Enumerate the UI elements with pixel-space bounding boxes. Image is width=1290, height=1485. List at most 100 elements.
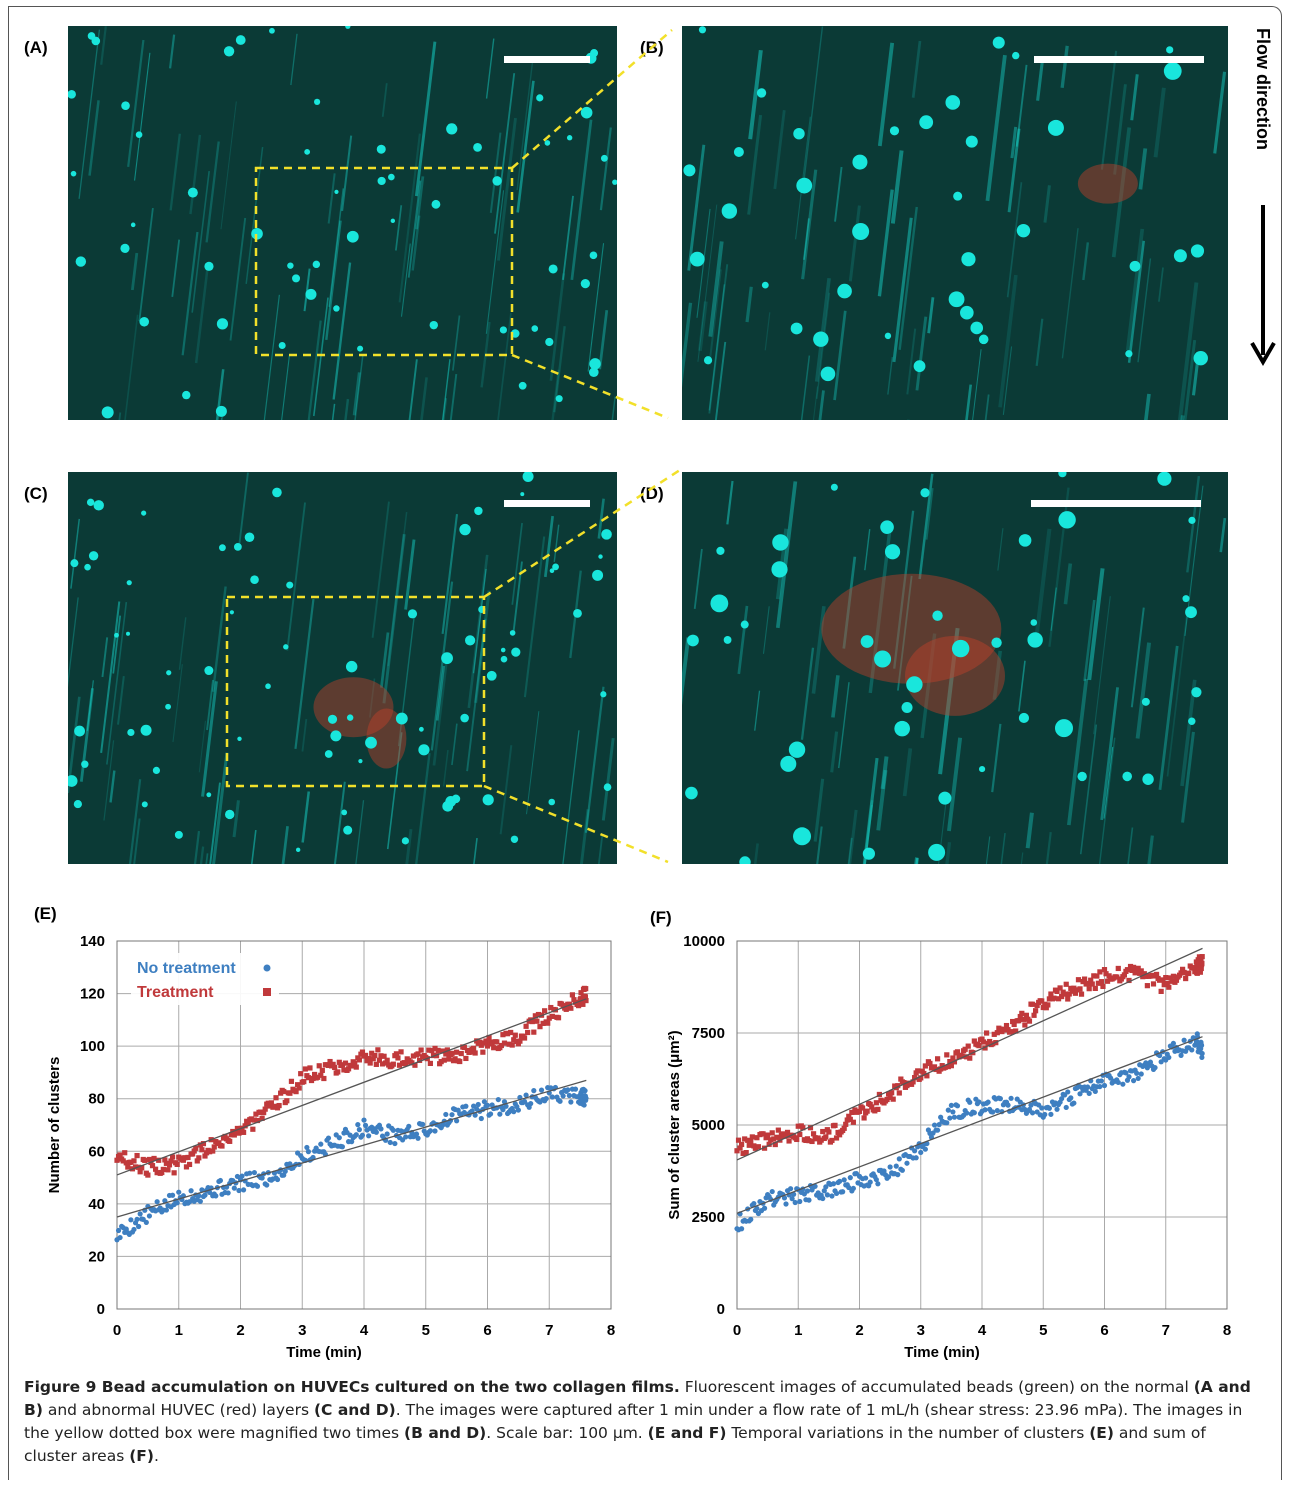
bead-streak — [211, 586, 227, 692]
data-point — [325, 1135, 332, 1141]
y-tick-label: 20 — [88, 1248, 105, 1265]
micrograph-b — [682, 26, 1228, 420]
data-point — [376, 1057, 383, 1063]
bead — [459, 523, 471, 536]
x-tick-label: 0 — [113, 1322, 121, 1339]
data-point — [142, 1157, 148, 1163]
bead-streak — [892, 217, 913, 363]
bead-streak — [206, 679, 214, 731]
bead-streak — [497, 312, 512, 420]
bead — [446, 123, 458, 135]
bead-streak — [172, 664, 183, 743]
data-point — [783, 1133, 789, 1139]
bead-streak — [877, 189, 894, 297]
bead-streak — [106, 601, 128, 765]
data-point — [867, 1179, 873, 1185]
bead-streak — [134, 52, 151, 181]
bead — [418, 744, 430, 756]
data-point — [1063, 1104, 1069, 1111]
legend-box — [131, 953, 279, 1005]
data-point — [951, 1114, 958, 1120]
bead — [1018, 712, 1030, 724]
bead-streak — [369, 678, 376, 718]
data-point — [934, 1056, 941, 1062]
bead-streak — [229, 217, 247, 341]
data-point — [849, 1109, 855, 1116]
data-point — [938, 1066, 944, 1072]
data-point — [833, 1135, 840, 1141]
data-point — [872, 1108, 878, 1114]
bead-streak — [972, 349, 982, 420]
bead — [1182, 595, 1190, 603]
bead-streak — [816, 826, 823, 864]
bead — [978, 765, 986, 773]
data-point — [1046, 1105, 1052, 1111]
bead-streak — [847, 837, 853, 864]
data-point — [176, 1189, 182, 1195]
bead — [1142, 773, 1154, 785]
bead — [330, 730, 342, 742]
bead-streak — [893, 510, 915, 669]
data-point — [372, 1052, 378, 1059]
data-point — [1023, 1012, 1030, 1018]
data-point — [806, 1138, 812, 1144]
bead — [589, 358, 601, 370]
bead — [229, 610, 234, 615]
data-point — [944, 1052, 950, 1058]
data-point — [197, 1198, 203, 1204]
micrograph-c — [68, 472, 617, 864]
data-point — [765, 1132, 771, 1138]
data-point — [738, 1226, 745, 1232]
data-point — [1170, 973, 1177, 979]
bead — [334, 189, 339, 194]
bead-streak — [876, 769, 888, 831]
data-point — [336, 1059, 342, 1065]
data-point — [1121, 972, 1128, 978]
data-point — [1010, 1018, 1016, 1025]
bead-streak — [1063, 563, 1073, 605]
data-point — [1063, 981, 1069, 987]
data-point — [538, 1087, 545, 1093]
data-point — [1057, 985, 1063, 991]
data-point — [217, 1177, 224, 1184]
data-point — [1130, 1078, 1137, 1084]
data-point — [264, 1182, 270, 1188]
data-point — [876, 1091, 883, 1098]
data-point — [829, 1137, 835, 1144]
bead-streak — [294, 598, 315, 749]
data-point — [568, 1099, 574, 1105]
bead — [920, 488, 930, 498]
data-point — [406, 1123, 412, 1129]
data-point — [145, 1172, 151, 1178]
bead — [1027, 632, 1043, 648]
bead-streak — [301, 718, 308, 752]
data-point — [186, 1199, 193, 1205]
bead-streak — [415, 752, 431, 864]
data-point — [889, 1090, 895, 1096]
data-point — [847, 1116, 853, 1122]
data-point — [1178, 970, 1184, 976]
zoom-box-c — [225, 595, 486, 788]
data-point — [1166, 984, 1172, 990]
bead-streak — [1045, 832, 1052, 864]
data-point — [1120, 1081, 1126, 1087]
bead — [566, 135, 573, 141]
data-point — [117, 1152, 123, 1158]
data-point — [583, 1095, 589, 1101]
data-point — [1138, 1071, 1144, 1077]
data-point — [771, 1136, 777, 1142]
data-point — [503, 1103, 509, 1109]
figure-caption: Figure 9 Bead accumulation on HUVECs cul… — [24, 1376, 1260, 1468]
bead-streak — [801, 169, 818, 280]
data-point — [131, 1226, 137, 1233]
bead — [1188, 516, 1196, 524]
data-point — [444, 1047, 450, 1053]
data-point — [523, 1023, 529, 1029]
bead — [74, 725, 85, 737]
data-point — [990, 1109, 996, 1115]
data-point — [885, 1091, 892, 1097]
data-point — [1153, 971, 1160, 978]
data-point — [1002, 1027, 1008, 1033]
data-point — [293, 1089, 299, 1095]
x-tick-label: 7 — [545, 1322, 553, 1339]
